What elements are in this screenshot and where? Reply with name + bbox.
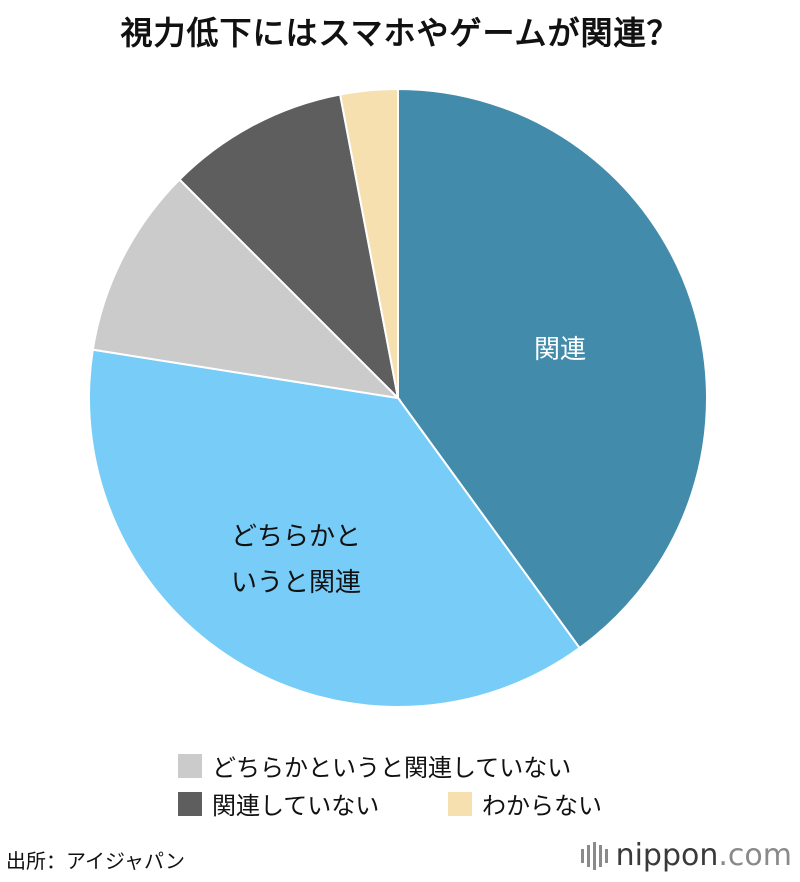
source-note: 出所：アイジャパン (6, 849, 185, 873)
chart-title: 視力低下にはスマホやゲームが関連？ (120, 14, 680, 52)
legend-item-unrelated: 関連していない (178, 786, 379, 821)
pie-label-0: 関連 (534, 335, 586, 365)
legend-label-unrelated: 関連していない (212, 792, 380, 820)
pie-slice-3 (178, 93, 400, 402)
pie-slice-4 (338, 87, 399, 399)
legend-swatch-unrelated (178, 791, 202, 816)
pie-slice-0 (397, 87, 708, 650)
legend-swatch-unknown (448, 791, 472, 816)
legend-label-somewhat-unrelated: どちらかというと関連していない (212, 754, 572, 782)
legend-item-unknown: わからない (448, 786, 602, 821)
legend-item-somewhat-unrelated: どちらかというと関連していない (178, 748, 571, 783)
bars-icon (580, 841, 608, 870)
brand-name: nippon (615, 838, 719, 873)
brand-suffix: .com (718, 838, 792, 873)
pie-slice-2 (91, 178, 401, 400)
pie-label-1: どちらかというと関連 (231, 522, 361, 598)
legend-label-unknown: わからない (482, 792, 602, 820)
pie-slice-1 (88, 348, 582, 708)
brand-logo: nippon .com (580, 838, 792, 873)
legend-swatch-somewhat-unrelated (178, 753, 202, 778)
